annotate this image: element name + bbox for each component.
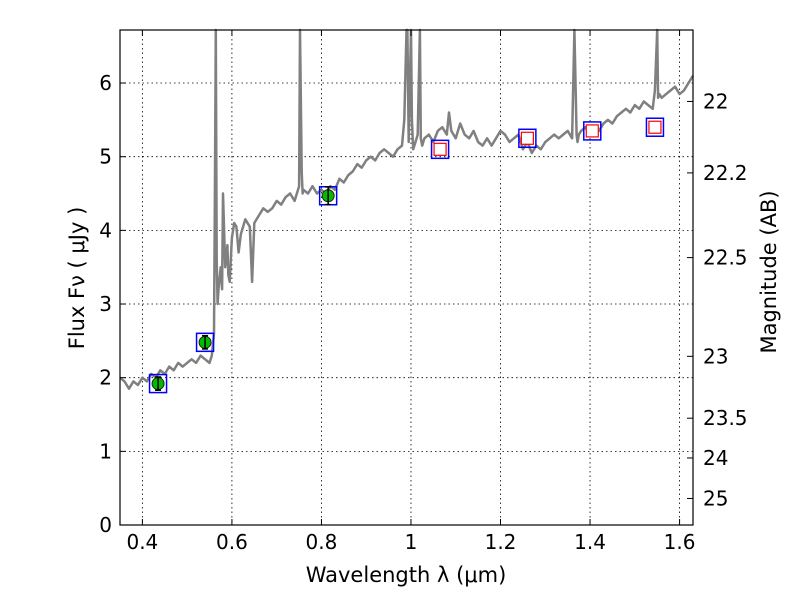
right-tick-label: 22	[703, 89, 728, 113]
plot-frame	[119, 29, 694, 526]
observed-box	[148, 373, 168, 394]
right-tick-label: 22.5	[703, 246, 748, 270]
right-tick-label: 23	[703, 344, 728, 368]
y-axis-ticks: 0 1 2 3 4 5 6	[99, 71, 126, 537]
y-tick-label: 5	[99, 145, 112, 169]
right-axis-label: Magnitude (AB)	[757, 190, 781, 353]
spectrum-series	[119, 28, 695, 390]
x-tick-label: 0.8	[306, 530, 338, 554]
right-tick-label: 23.5	[703, 406, 748, 430]
model-point	[648, 120, 662, 134]
x-axis-label: Wavelength λ (μm)	[306, 563, 507, 587]
x-tick-label: 1.2	[485, 530, 517, 554]
y-tick-label: 6	[99, 71, 112, 95]
model-box	[645, 117, 665, 137]
x-tick-label: 0.6	[216, 530, 248, 554]
model-point	[520, 131, 534, 145]
observed-box	[195, 332, 215, 353]
photometry-points	[148, 117, 665, 394]
model-point	[585, 124, 599, 138]
model-box	[518, 128, 537, 149]
right-tick-label: 22.2	[703, 161, 748, 185]
x-tick-label: 1.6	[664, 530, 696, 554]
y-axis-label: Flux Fν ( μJy )	[65, 207, 89, 350]
right-axis-ticks: 22 22.2 22.5 23 23.5 24 25	[687, 89, 748, 510]
x-tick-label: 0.4	[126, 530, 158, 554]
y-tick-label: 3	[99, 292, 112, 316]
y-tick-label: 1	[99, 439, 112, 463]
right-tick-label: 25	[703, 486, 728, 510]
spectrum-line	[119, 28, 695, 390]
y-tick-label: 2	[99, 366, 112, 390]
x-tick-label: 1	[405, 530, 418, 554]
x-tick-label: 1.4	[574, 530, 606, 554]
y-tick-label: 0	[99, 513, 112, 537]
y-tick-label: 4	[99, 218, 112, 242]
x-axis-ticks: 0.4 0.6 0.8 1 1.2 1.4 1.6	[126, 30, 695, 554]
grid-lines	[120, 30, 693, 526]
right-tick-label: 24	[703, 446, 728, 470]
model-box	[583, 121, 602, 141]
model-point	[433, 142, 447, 156]
model-box	[430, 139, 450, 160]
